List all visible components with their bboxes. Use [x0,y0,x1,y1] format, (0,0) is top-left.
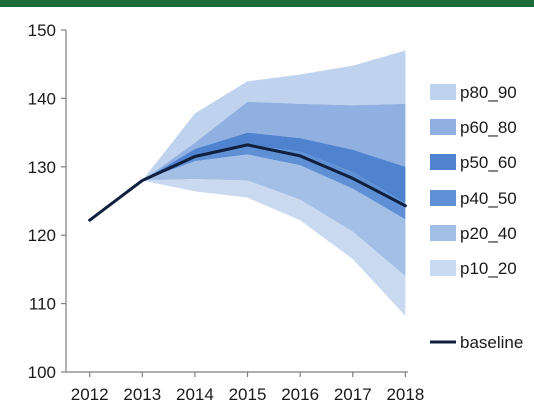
series-line-baseline [88,143,407,222]
band-p10-20 [142,179,406,316]
x-tick-label: 2017 [334,385,372,404]
series-layer [88,143,407,222]
legend-label-p10-20: p10_20 [460,259,517,278]
y-tick-label: 120 [28,226,56,245]
legend-swatch-p80-90 [430,84,456,100]
legend-label-p20-40: p20_40 [460,224,517,243]
y-tick-label: 110 [29,295,56,314]
legend: p80_90 p60_80 p50_60 p40_50 p20_40 p10_20base… [430,83,523,352]
legend-swatch-p10-20 [430,260,456,276]
legend-swatch-p20-40 [430,225,456,241]
band-p60-80 [142,101,406,181]
legend-swatch-p40-50 [430,190,456,206]
legend-swatch-p60-80 [430,119,456,135]
legend-swatch-p50-60 [430,154,456,170]
x-tick-label: 2016 [281,385,319,404]
y-tick-label: 130 [28,158,56,177]
x-tick-label: 2013 [123,385,161,404]
legend-label-p40-50: p40_50 [460,189,517,208]
legend-label-p80-90: p80_90 [460,83,517,102]
y-tick-label: 100 [28,363,56,382]
x-tick-label: 2015 [229,385,267,404]
top-accent-bar [0,0,534,7]
legend-label-baseline: baseline [460,333,523,352]
legend-label-p60-80: p60_80 [460,118,517,137]
bands-layer [142,50,406,316]
band-p40-50 [142,144,406,220]
band-p20-40 [142,154,406,277]
band-p50-60 [142,132,406,204]
axes-layer: 100 110 120 130 140 150 2012 2013 2014 2015 2016 20… [28,21,425,404]
x-tick-label: 2018 [386,385,424,404]
y-tick-label: 150 [28,21,56,40]
y-tick-label: 140 [28,89,56,108]
x-tick-label: 2012 [71,385,109,404]
legend-label-p50-60: p50_60 [460,153,517,172]
band-p80-90 [142,50,406,181]
x-tick-label: 2014 [176,385,214,404]
